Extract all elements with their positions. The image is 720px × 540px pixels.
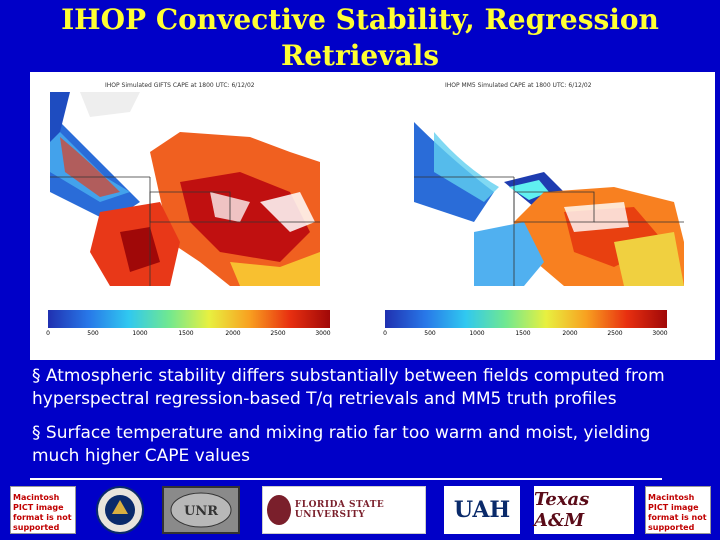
right-cape-map [414,92,684,286]
figure-panel: IHOP Simulated GIFTS CAPE at 1800 UTC: 6… [30,72,715,360]
pict-placeholder-left: Macintosh PICT image format is not suppo… [10,486,76,534]
pict-placeholder-right: Macintosh PICT image format is not suppo… [645,486,711,534]
left-colorbar [48,310,330,328]
tick-label: 2000 [225,330,241,337]
tick-label: 2500 [607,330,623,337]
bullet-list: § Atmospheric stability differs substant… [32,365,702,479]
bullet-marker-icon: § [32,366,46,386]
unr-logo-icon: UNR [162,486,240,534]
uah-logo: UAH [444,486,520,534]
tamu-logo-text: Texas A&M [534,489,590,531]
right-colorbar-ticks: 0 500 1000 1500 2000 2500 3000 [383,330,685,340]
tick-label: 1500 [178,330,194,337]
fsu-seal-icon [267,495,291,525]
left-colorbar-ticks: 0 500 1000 1500 2000 2500 3000 [46,330,348,340]
bullet-item: § Atmospheric stability differs substant… [32,365,702,411]
uah-logo-text: UAH [453,497,511,523]
title-line-2: Retrievals [280,39,440,72]
fsu-logo: FLORIDA STATE UNIVERSITY [262,486,426,534]
svg-text:UNR: UNR [184,504,218,519]
navy-seal-icon [96,486,144,534]
tick-label: 0 [46,330,50,337]
slide-title: IHOP Convective Stability, Regression Re… [0,2,720,74]
bullet-item: § Surface temperature and mixing ratio f… [32,422,702,468]
tick-label: 1500 [515,330,531,337]
title-line-1: IHOP Convective Stability, Regression [61,3,659,36]
fsu-logo-text: FLORIDA STATE UNIVERSITY [294,500,385,520]
bullet-marker-icon: § [32,423,46,443]
bullet-text: Atmospheric stability differs substantia… [32,366,665,409]
tick-label: 0 [383,330,387,337]
tick-label: 1000 [132,330,148,337]
right-colorbar [385,310,667,328]
tamu-logo: Texas A&M [534,486,634,534]
left-cape-map [50,92,320,286]
tick-label: 2500 [270,330,286,337]
right-map-caption: IHOP MM5 Simulated CAPE at 1800 UTC: 6/1… [445,82,592,89]
bullet-text: Surface temperature and mixing ratio far… [32,423,651,466]
tick-label: 1000 [469,330,485,337]
tick-label: 500 [424,330,436,337]
tick-label: 3000 [652,330,668,337]
tick-label: 3000 [315,330,331,337]
left-map-caption: IHOP Simulated GIFTS CAPE at 1800 UTC: 6… [105,82,255,89]
tick-label: 2000 [562,330,578,337]
tick-label: 500 [87,330,99,337]
footer-divider [30,478,662,480]
